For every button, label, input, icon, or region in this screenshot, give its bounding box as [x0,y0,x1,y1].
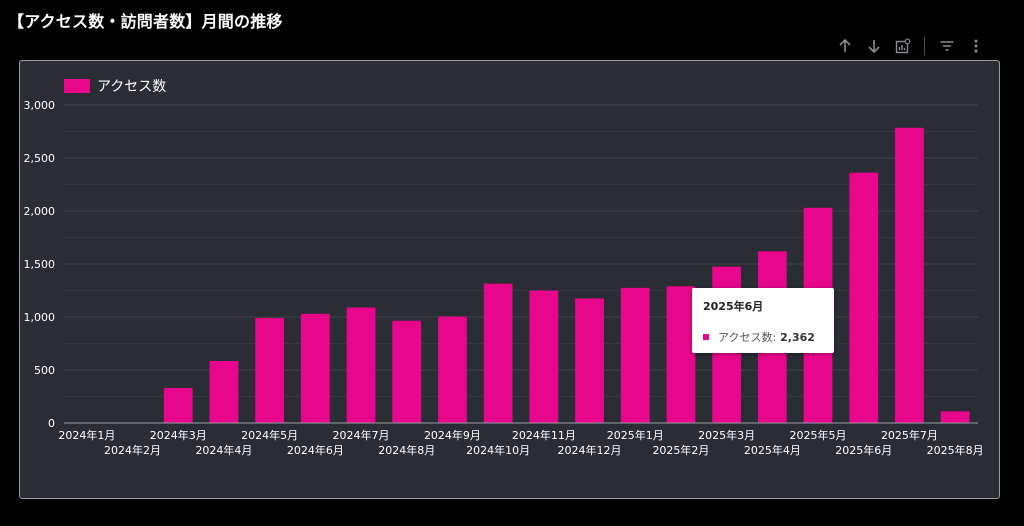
x-tick-label: 2024年2月 [104,443,161,457]
y-axis-ticks: 0 500 1,000 1,500 2,000 2,500 3,000 [24,99,56,430]
x-tick-label: 2024年6月 [287,443,344,457]
arrow-down-icon[interactable] [859,35,888,57]
y-tick-label: 2,500 [24,152,56,165]
bar [895,127,924,423]
bar [575,298,604,423]
bar [163,388,193,423]
page-title: 【アクセス数・訪問者数】月間の推移 [8,12,283,31]
chart-legend[interactable]: アクセス数 [64,76,166,96]
x-tick-label: 2024年10月 [466,443,530,457]
bars [163,127,970,423]
x-tick-label: 2024年8月 [378,443,435,457]
bar [620,287,650,423]
x-tick-label: 2024年7月 [333,428,390,442]
bar [940,411,970,423]
bar [666,286,696,423]
y-tick-label: 3,000 [24,99,56,112]
y-tick-label: 0 [48,417,55,430]
legend-label: アクセス数 [97,79,167,95]
tooltip-series-label: アクセス数: [718,331,777,344]
gridlines [64,104,978,397]
x-tick-label: 2024年3月 [150,428,207,442]
chart-panel [19,60,1000,499]
arrow-up-icon[interactable] [830,35,859,57]
bar [255,318,285,423]
x-tick-label: 2024年9月 [424,428,481,442]
bar [392,320,422,423]
x-tick-label: 2025年8月 [927,443,984,457]
x-tick-label: 2025年7月 [881,428,938,442]
tooltip-series-marker [703,334,709,340]
y-tick-label: 1,500 [24,258,56,271]
x-tick-label: 2024年11月 [512,428,576,442]
x-tick-label: 2025年3月 [698,428,755,442]
x-tick-label: 2025年1月 [607,428,664,442]
x-tick-label: 2025年4月 [744,443,801,457]
chart-tooltip: 2025年6月 アクセス数: 2,362 [692,288,834,353]
y-tick-label: 2,000 [24,205,56,218]
y-tick-label: 1,000 [24,311,56,324]
x-tick-label: 2024年4月 [195,443,252,457]
bar [209,360,239,423]
bar [849,172,879,423]
bar [529,290,559,423]
x-tick-label: 2024年1月 [58,428,115,442]
bar [346,307,376,423]
toolbar-divider [924,37,925,55]
bar [300,313,330,423]
x-tick-label: 2024年5月 [241,428,298,442]
x-tick-label: 2025年5月 [790,428,847,442]
tooltip-title: 2025年6月 [703,300,764,313]
x-tick-label: 2025年6月 [835,443,892,457]
tooltip-row: アクセス数: 2,362 [703,329,823,345]
x-tick-label: 2024年12月 [558,443,622,457]
filter-icon[interactable] [932,35,961,57]
x-tick-label: 2025年2月 [652,443,709,457]
legend-swatch [64,79,90,93]
chart-toolbar [830,35,990,57]
bar [438,316,467,423]
x-axis-ticks: 2024年1月2024年2月2024年3月2024年4月2024年5月2024年… [58,428,983,457]
tooltip-value: 2,362 [780,330,815,344]
more-vert-icon[interactable] [961,35,990,57]
explore-chart-icon[interactable] [888,35,917,57]
y-tick-label: 500 [34,364,55,377]
bar [483,283,513,423]
